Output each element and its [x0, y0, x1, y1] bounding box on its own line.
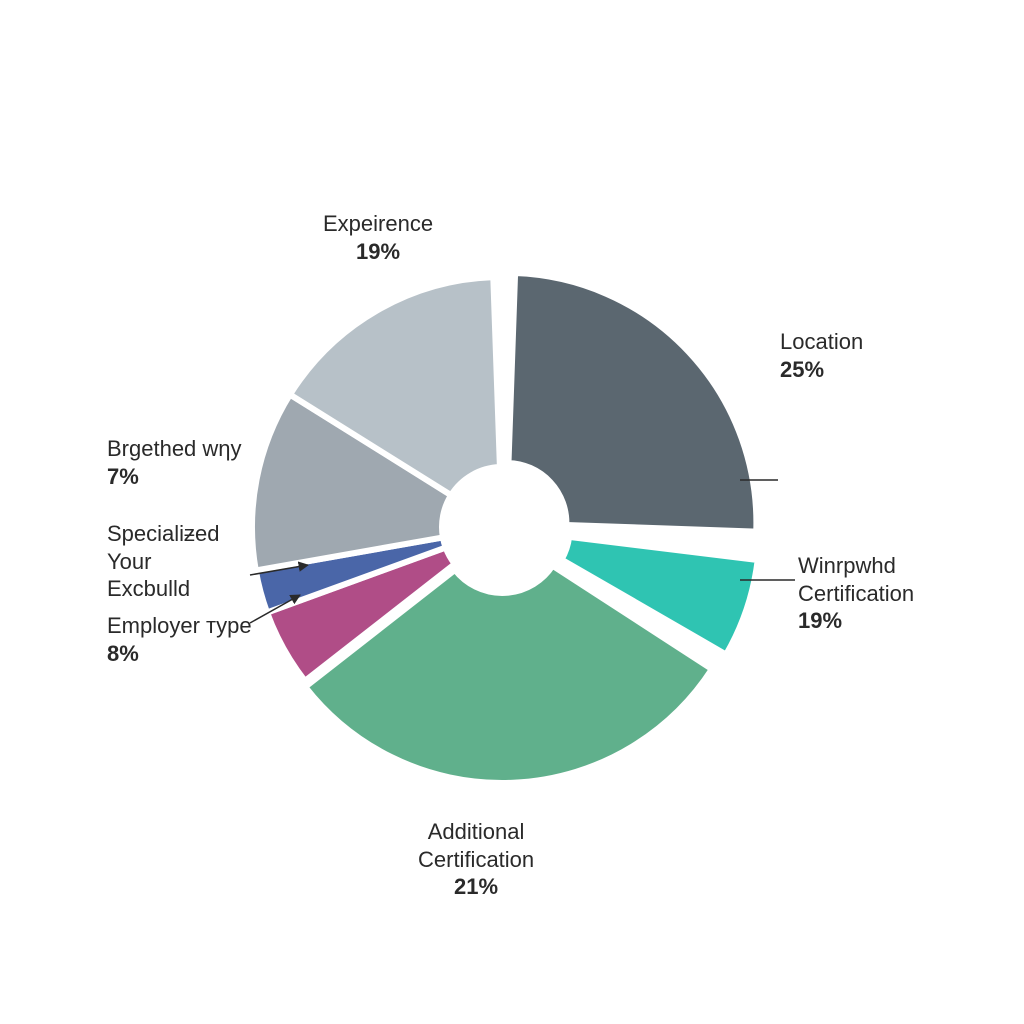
pie-slice-location: [508, 273, 756, 532]
label-employer-value: 8%: [107, 640, 252, 668]
label-experience-title: Expeirence: [323, 210, 433, 238]
label-location: Location 25%: [780, 328, 863, 383]
label-employer: Employer тype 8%: [107, 612, 252, 667]
label-brgethed: Brgethed wƞy 7%: [107, 435, 242, 490]
label-brgethed-value: 7%: [107, 463, 242, 491]
label-brgethed-title: Brgethed wƞy: [107, 435, 242, 463]
label-additional-value: 21%: [418, 873, 534, 901]
label-specialized-title: SpecialiƶedYourExcbulld: [107, 520, 220, 603]
label-winrpwhd: WinrpwhdCertification 19%: [798, 552, 914, 635]
label-location-title: Location: [780, 328, 863, 356]
label-winrpwhd-value: 19%: [798, 607, 914, 635]
label-experience-value: 19%: [323, 238, 433, 266]
label-location-value: 25%: [780, 356, 863, 384]
label-specialized: SpecialiƶedYourExcbulld: [107, 520, 220, 603]
pie-chart-container: Expeirence 19% Location 25% Brgethed wƞy…: [0, 0, 1024, 1024]
label-additional: AdditionalCertification 21%: [418, 818, 534, 901]
label-winrpwhd-title: WinrpwhdCertification: [798, 552, 914, 607]
label-experience: Expeirence 19%: [323, 210, 433, 265]
label-additional-title: AdditionalCertification: [418, 818, 534, 873]
label-employer-title: Employer тype: [107, 612, 252, 640]
